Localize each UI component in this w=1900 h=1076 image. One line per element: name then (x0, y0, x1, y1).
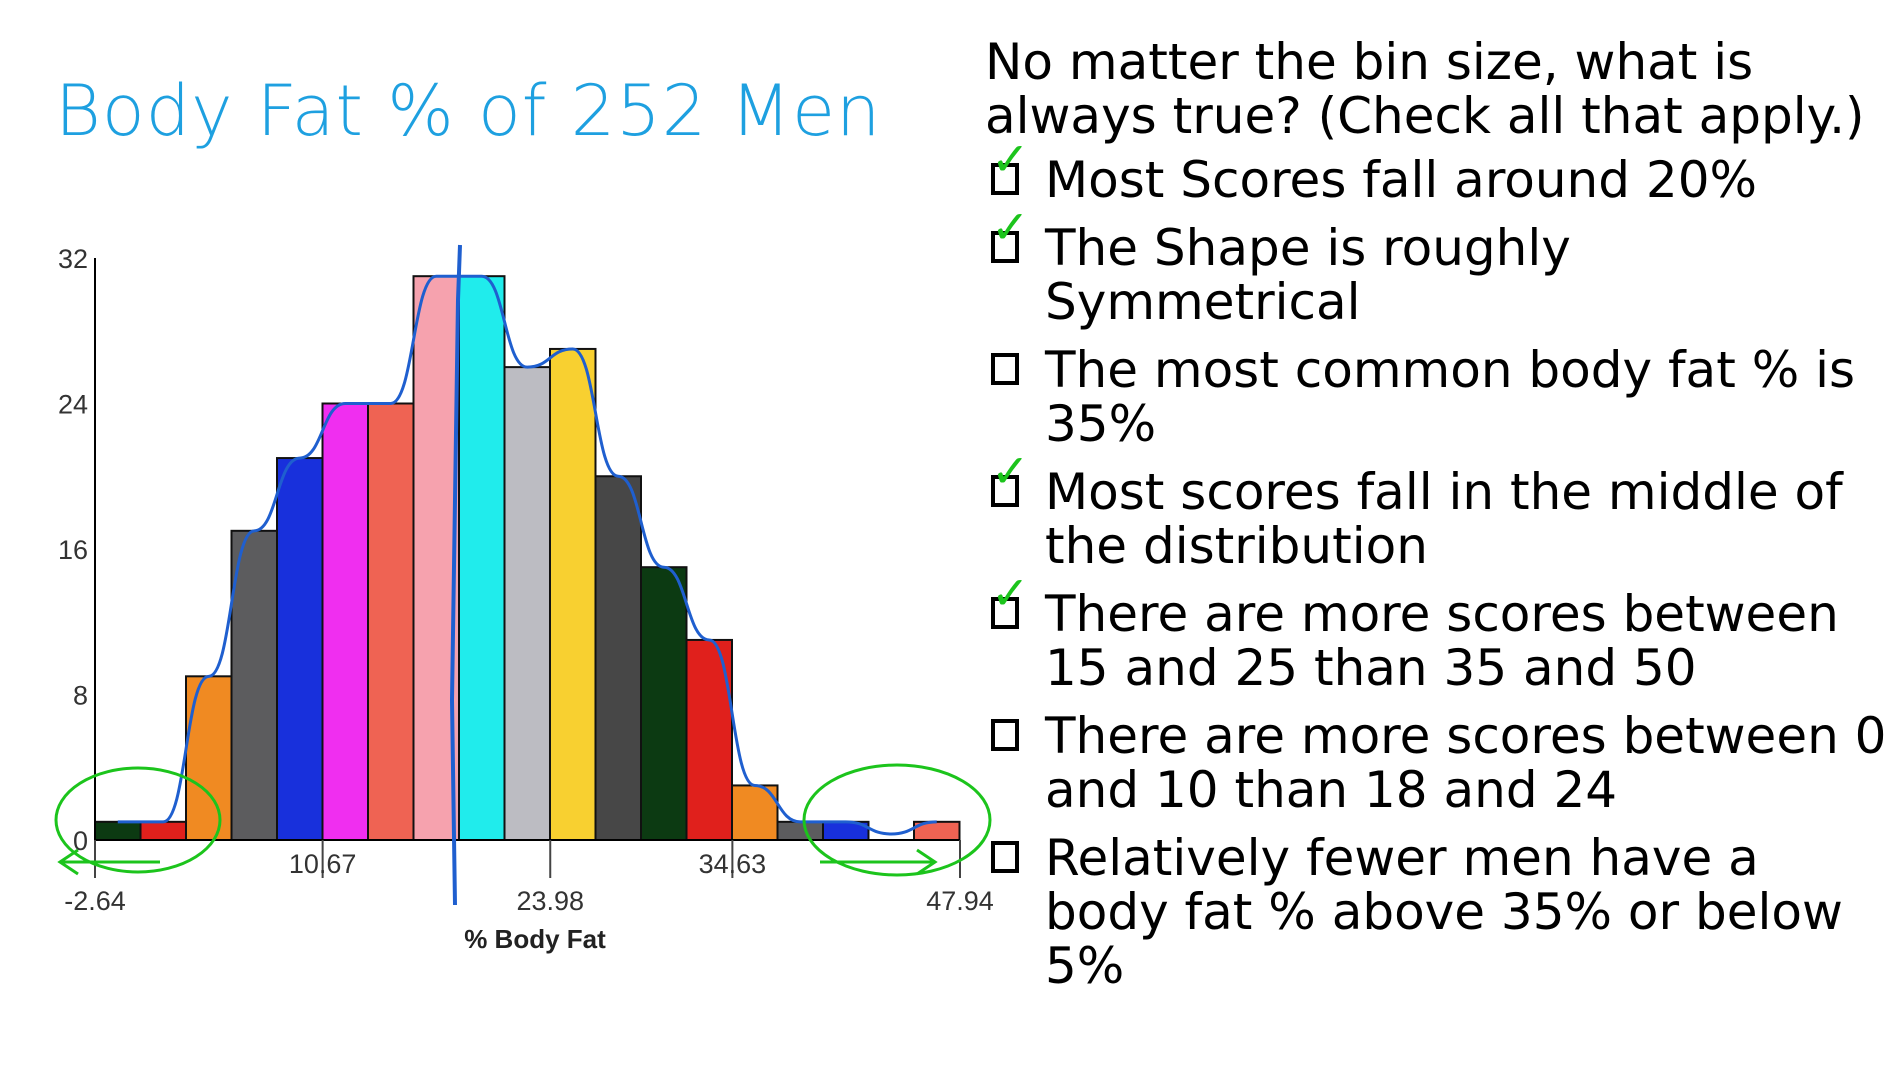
checkbox[interactable] (991, 841, 1019, 873)
answer-option[interactable]: There are more scores between 0 and 10 t… (985, 709, 1890, 817)
histogram-bar (776, 820, 824, 841)
checkbox[interactable] (991, 163, 1019, 195)
option-label: Relatively fewer men have a body fat % a… (1045, 829, 1843, 995)
histogram-bar (594, 475, 642, 841)
option-label: Most scores fall in the middle of the di… (1045, 463, 1843, 575)
question-panel: No matter the bin size, what is always t… (985, 35, 1890, 1007)
question-text: No matter the bin size, what is always t… (985, 33, 1865, 145)
answer-option[interactable]: The most common body fat % is 35% (985, 343, 1890, 451)
histogram-bar (94, 820, 142, 841)
option-label: There are more scores between 0 and 10 t… (1045, 707, 1887, 819)
y-tick-labels: 0 8 16 24 32 (58, 244, 88, 856)
answer-option[interactable]: Relatively fewer men have a body fat % a… (985, 831, 1890, 993)
checkmark-icon: ✓ (991, 132, 1030, 186)
checkbox[interactable] (991, 353, 1019, 385)
histogram-bar (458, 275, 506, 841)
histogram-bar (367, 402, 415, 841)
answer-option[interactable]: ✓ There are more scores between 15 and 25… (985, 568, 1890, 697)
options-list: ✓ Most Scores fall around 20% ✓ The Shape i… (985, 134, 1890, 993)
right-arrow (820, 848, 938, 876)
histogram-bar (321, 402, 369, 841)
checkmark-icon: ✓ (991, 444, 1030, 498)
right-tail-circle (802, 763, 992, 877)
histogram-bar (276, 457, 324, 841)
y-tick-label: 16 (58, 535, 88, 565)
distribution-curve (117, 274, 937, 836)
checkmark-icon: ✓ (991, 566, 1030, 620)
x-tick-label: 47.94 (926, 886, 994, 916)
annotations (54, 244, 992, 906)
histogram-bar (139, 820, 187, 841)
answer-option[interactable]: ✓ Most scores fall in the middle of the d… (985, 446, 1890, 575)
y-tick-label: 0 (73, 826, 88, 856)
histogram-bar (640, 566, 688, 841)
center-line (449, 244, 462, 906)
x-tick-label: 10.67 (289, 849, 357, 879)
x-tick-label: 34.63 (699, 849, 767, 879)
x-axis-title: % Body Fat (464, 924, 606, 954)
answer-option[interactable]: ✓ Most Scores fall around 20% (985, 134, 1890, 209)
option-label: Most Scores fall around 20% (1045, 151, 1758, 209)
checkbox[interactable] (991, 475, 1019, 507)
histogram-bar (230, 529, 278, 841)
histogram-chart: 0 8 16 24 32 10.67 34.63 -2.64 23.98 47.94 % Bod… (54, 244, 994, 954)
option-label: There are more scores between 15 and 25 … (1045, 585, 1839, 697)
histogram-bar (503, 366, 551, 841)
histogram-bars (94, 275, 961, 841)
option-label: The most common body fat % is 35% (1045, 341, 1856, 453)
checkbox[interactable] (991, 719, 1019, 751)
checkmark-icon: ✓ (991, 200, 1030, 254)
y-tick-label: 24 (58, 390, 88, 420)
answer-option[interactable]: ✓ The Shape is roughly Symmetrical (985, 202, 1890, 331)
left-arrow (57, 848, 160, 876)
y-tick-label: 32 (58, 244, 88, 274)
left-tail-circle (54, 766, 222, 874)
x-tick-label: -2.64 (64, 886, 126, 916)
histogram-bar (549, 347, 597, 841)
option-label: The Shape is roughly Symmetrical (1045, 219, 1571, 331)
x-tick-labels: 10.67 34.63 -2.64 23.98 47.94 (64, 840, 994, 916)
y-tick-label: 8 (73, 681, 88, 711)
checkbox[interactable] (991, 231, 1019, 263)
checkbox[interactable] (991, 597, 1019, 629)
histogram-bar (185, 675, 233, 841)
chart-title: Body Fat % of 252 Men (55, 70, 882, 152)
x-tick-label: 23.98 (516, 886, 584, 916)
